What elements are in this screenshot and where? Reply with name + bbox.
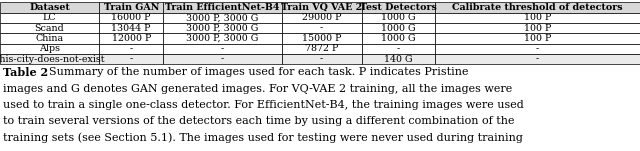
Text: Alps: Alps <box>39 44 60 53</box>
Text: Table 2: Table 2 <box>3 67 49 78</box>
FancyBboxPatch shape <box>163 23 282 33</box>
Text: 13044 P: 13044 P <box>111 24 151 33</box>
Text: 29000 P: 29000 P <box>302 13 341 22</box>
FancyBboxPatch shape <box>282 33 362 43</box>
Text: 15000 P: 15000 P <box>302 34 341 43</box>
FancyBboxPatch shape <box>163 43 282 54</box>
Text: LC: LC <box>43 13 56 22</box>
Text: Dataset: Dataset <box>29 3 70 12</box>
FancyBboxPatch shape <box>163 33 282 43</box>
Text: Train GAN: Train GAN <box>104 3 159 12</box>
FancyBboxPatch shape <box>99 54 163 64</box>
FancyBboxPatch shape <box>99 2 163 13</box>
Text: -: - <box>320 55 323 64</box>
FancyBboxPatch shape <box>282 13 362 23</box>
FancyBboxPatch shape <box>163 2 282 13</box>
Text: -: - <box>320 24 323 33</box>
FancyBboxPatch shape <box>99 23 163 33</box>
FancyBboxPatch shape <box>362 43 435 54</box>
Text: training sets (see Section 5.1). The images used for testing were never used dur: training sets (see Section 5.1). The ima… <box>3 132 523 143</box>
Text: 1000 G: 1000 G <box>381 24 416 33</box>
Text: to train several versions of the detectors each time by using a different combin: to train several versions of the detecto… <box>3 116 515 126</box>
Text: Summary of the number of images used for each task. P indicates Pristine: Summary of the number of images used for… <box>49 67 468 77</box>
Text: Train EfficientNet-B4: Train EfficientNet-B4 <box>165 3 280 12</box>
FancyBboxPatch shape <box>163 54 282 64</box>
Text: 100 P: 100 P <box>524 24 551 33</box>
FancyBboxPatch shape <box>282 43 362 54</box>
FancyBboxPatch shape <box>99 43 163 54</box>
Text: -: - <box>221 55 224 64</box>
FancyBboxPatch shape <box>435 23 640 33</box>
Text: Test Detectors: Test Detectors <box>360 3 437 12</box>
FancyBboxPatch shape <box>362 2 435 13</box>
FancyBboxPatch shape <box>362 13 435 23</box>
FancyBboxPatch shape <box>435 2 640 13</box>
Text: China: China <box>36 34 63 43</box>
FancyBboxPatch shape <box>435 13 640 23</box>
Text: 16000 P: 16000 P <box>111 13 151 22</box>
FancyBboxPatch shape <box>0 54 99 64</box>
FancyBboxPatch shape <box>362 23 435 33</box>
Text: This-city-does-not-exist: This-city-does-not-exist <box>0 55 106 64</box>
FancyBboxPatch shape <box>0 13 99 23</box>
Text: -: - <box>221 44 224 53</box>
Text: Scand: Scand <box>35 24 65 33</box>
Text: 1000 G: 1000 G <box>381 34 416 43</box>
FancyBboxPatch shape <box>0 33 99 43</box>
Text: images and G denotes GAN generated images. For VQ-VAE 2 training, all the images: images and G denotes GAN generated image… <box>3 84 513 93</box>
Text: 3000 P, 3000 G: 3000 P, 3000 G <box>186 34 259 43</box>
FancyBboxPatch shape <box>0 2 99 13</box>
FancyBboxPatch shape <box>282 2 362 13</box>
FancyBboxPatch shape <box>282 54 362 64</box>
Text: 12000 P: 12000 P <box>111 34 151 43</box>
Text: -: - <box>129 55 133 64</box>
FancyBboxPatch shape <box>362 33 435 43</box>
Text: -: - <box>129 44 133 53</box>
Text: -: - <box>397 44 400 53</box>
Text: 3000 P, 3000 G: 3000 P, 3000 G <box>186 13 259 22</box>
FancyBboxPatch shape <box>0 23 99 33</box>
Text: 140 G: 140 G <box>384 55 413 64</box>
Text: -: - <box>536 55 540 64</box>
Text: used to train a single one-class detector. For EfficientNet-B4, the training ima: used to train a single one-class detecto… <box>3 100 524 110</box>
Text: 100 P: 100 P <box>524 13 551 22</box>
Text: Train VQ VAE 2: Train VQ VAE 2 <box>281 3 362 12</box>
Text: Calibrate threshold of detectors: Calibrate threshold of detectors <box>452 3 623 12</box>
FancyBboxPatch shape <box>435 54 640 64</box>
FancyBboxPatch shape <box>99 33 163 43</box>
FancyBboxPatch shape <box>282 23 362 33</box>
FancyBboxPatch shape <box>362 54 435 64</box>
FancyBboxPatch shape <box>99 13 163 23</box>
Text: 3000 P, 3000 G: 3000 P, 3000 G <box>186 24 259 33</box>
FancyBboxPatch shape <box>435 33 640 43</box>
Text: 7872 P: 7872 P <box>305 44 339 53</box>
FancyBboxPatch shape <box>435 43 640 54</box>
Text: 1000 G: 1000 G <box>381 13 416 22</box>
FancyBboxPatch shape <box>0 43 99 54</box>
Text: -: - <box>536 44 540 53</box>
Text: 100 P: 100 P <box>524 34 551 43</box>
FancyBboxPatch shape <box>163 13 282 23</box>
